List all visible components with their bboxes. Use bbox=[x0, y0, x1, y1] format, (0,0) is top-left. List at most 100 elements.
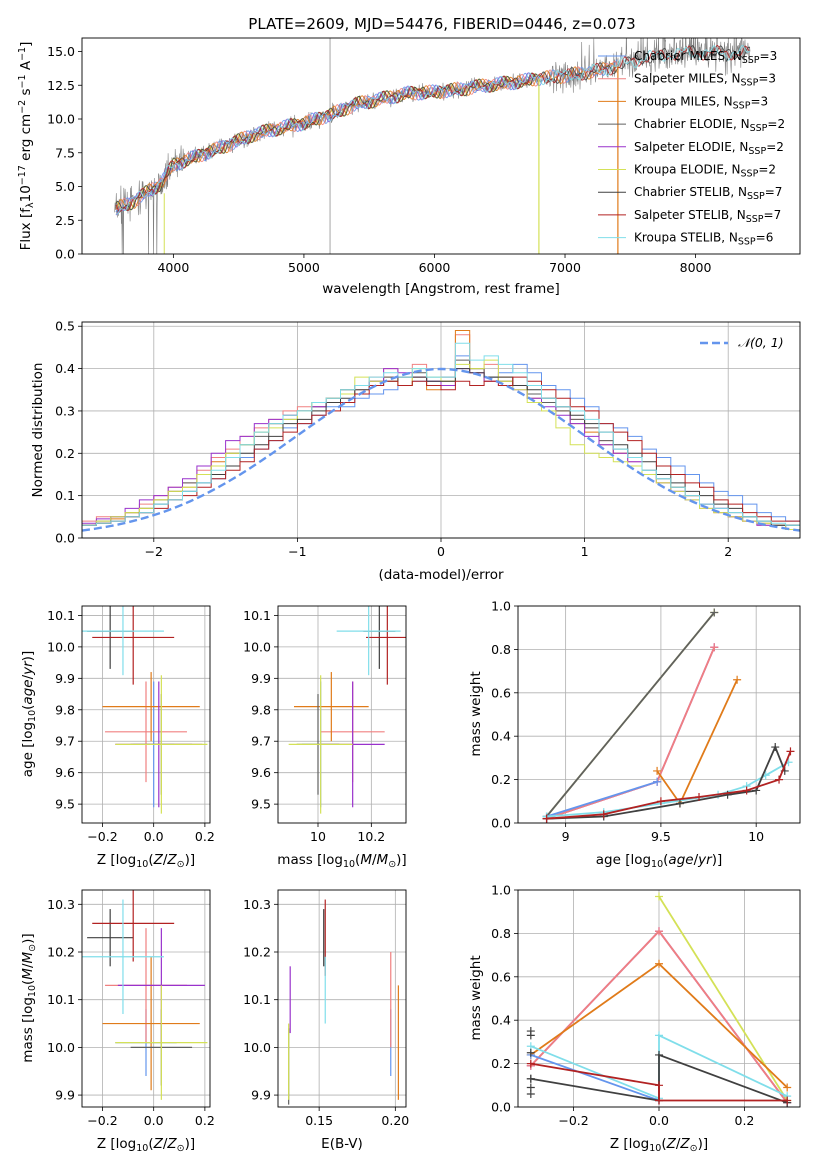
y-tick-label: 9.9 bbox=[55, 671, 75, 686]
spectrum-model-line bbox=[115, 44, 751, 215]
weight-marker bbox=[710, 643, 719, 652]
weight-marker bbox=[526, 1031, 535, 1040]
y-tick-label: 9.8 bbox=[55, 702, 75, 717]
y-tick-label: 9.9 bbox=[251, 671, 271, 686]
y-tick-label: 0.4 bbox=[55, 361, 75, 376]
figure-title: PLATE=2609, MJD=54476, FIBERID=0446, z=0… bbox=[248, 15, 635, 33]
y-tick-label: 0.2 bbox=[55, 446, 75, 461]
residuals-axes: −2 −1 0 1 2 0.0 0.1 0.2 0.3 0.4 0.5 bbox=[55, 319, 800, 559]
x-tick-label: 0.15 bbox=[305, 1113, 333, 1128]
x-tick-label: 10 bbox=[748, 829, 764, 844]
y-tick-label: 0.0 bbox=[55, 531, 75, 546]
y-tick-label: 10.3 bbox=[47, 897, 75, 912]
residuals-x-label: (data-model)/error bbox=[378, 567, 504, 583]
age-vs-Z-axes: −0.2 0.0 0.2 9.5 9.6 9.7 9.8 9.9 10.0 10.1 bbox=[47, 606, 215, 844]
x-tick-label: −0.2 bbox=[87, 829, 117, 844]
spectrum-x-label: wavelength [Angstrom, rest frame] bbox=[322, 281, 560, 297]
y-tick-label: 0.4 bbox=[491, 1013, 511, 1028]
weight-marker bbox=[656, 797, 665, 806]
y-tick-label: 9.6 bbox=[251, 765, 271, 780]
spectrum-model-line bbox=[115, 73, 539, 211]
weight-marker bbox=[695, 792, 704, 801]
y-tick-label: 0.5 bbox=[55, 319, 75, 334]
x-tick-label: −2 bbox=[145, 544, 163, 559]
weight-marker bbox=[655, 892, 663, 901]
age-vs-mass-x-label: mass [log10(M/M⊙)] bbox=[277, 852, 406, 870]
residuals-y-label: Normed distribution bbox=[30, 363, 46, 498]
y-tick-label: 10.2 bbox=[47, 945, 75, 960]
weight-marker bbox=[775, 775, 784, 784]
weight-series-line bbox=[546, 780, 658, 818]
legend-entry: 𝒩(0, 1) bbox=[738, 335, 784, 350]
legend-entry: Chabrier STELIB, NSSP=7 bbox=[634, 185, 782, 202]
plot-area bbox=[288, 899, 399, 1105]
y-tick-label: 10.0 bbox=[243, 1040, 271, 1055]
weight-marker bbox=[655, 1081, 663, 1090]
y-tick-label: 10.0 bbox=[47, 112, 75, 127]
x-tick-label: 0.2 bbox=[735, 1113, 755, 1128]
y-tick-label: 0.6 bbox=[491, 969, 511, 984]
x-tick-label: 9 bbox=[562, 829, 570, 844]
y-tick-label: 9.9 bbox=[55, 1088, 75, 1103]
mass-vs-Z-y-label: mass [log10(M/M⊙)] bbox=[20, 933, 38, 1062]
mass-weight-vs-age-x-label: age [log10(age/yr)] bbox=[596, 852, 722, 870]
legend-entry: Salpeter MILES, NSSP=3 bbox=[634, 72, 776, 89]
y-tick-label: 10.1 bbox=[243, 608, 271, 623]
axes-frame bbox=[81, 321, 801, 539]
legend-entry: Kroupa ELODIE, NSSP=2 bbox=[634, 163, 776, 180]
weight-marker bbox=[675, 799, 684, 808]
weight-series-line bbox=[530, 1054, 660, 1102]
y-tick-label: 10.0 bbox=[243, 639, 271, 654]
weight-marker bbox=[599, 810, 608, 819]
mass-weight-vs-Z-axes: −0.2 0.0 0.2 0.0 0.2 0.4 0.6 0.8 1.0 bbox=[491, 883, 800, 1128]
y-tick-label: 10.0 bbox=[47, 639, 75, 654]
spectrum-legend: Chabrier MILES, NSSP=3 Salpeter MILES, NS… bbox=[598, 49, 785, 248]
x-tick-label: −0.2 bbox=[558, 1113, 588, 1128]
weight-series-line bbox=[545, 611, 715, 818]
mass-weight-vs-age-axes: 9 9.5 10 0.0 0.2 0.4 0.6 0.8 1.0 bbox=[491, 599, 800, 844]
y-tick-label: 15.0 bbox=[47, 44, 75, 59]
mass-vs-Z-axes: −0.2 0.0 0.2 9.9 10.0 10.1 10.2 10.3 bbox=[47, 890, 215, 1128]
weight-series-line bbox=[656, 679, 738, 806]
axes-frame bbox=[81, 605, 211, 824]
x-tick-label: 0.0 bbox=[144, 1113, 164, 1128]
x-tick-label: 10.2 bbox=[357, 829, 385, 844]
weight-marker bbox=[526, 1059, 535, 1068]
spectrum-y-label: Flux [fλ10−17 erg cm−2 s−1 A−1] bbox=[17, 42, 36, 251]
spectrum-model-line bbox=[115, 60, 618, 211]
y-tick-label: 7.5 bbox=[55, 145, 75, 160]
y-tick-label: 1.0 bbox=[491, 599, 511, 614]
y-tick-label: 0.1 bbox=[55, 488, 75, 503]
legend-entry: Kroupa STELIB, NSSP=6 bbox=[634, 231, 773, 248]
x-tick-label: 7000 bbox=[549, 260, 581, 275]
mass-weight-vs-Z-x-label: Z [log10(Z/Z⊙)] bbox=[610, 1136, 708, 1154]
weight-marker bbox=[783, 1083, 792, 1092]
weight-series-line bbox=[530, 1053, 788, 1104]
legend-entry: Kroupa MILES, NSSP=3 bbox=[634, 94, 768, 111]
y-tick-label: 0.0 bbox=[491, 1100, 511, 1115]
y-tick-label: 0.2 bbox=[491, 772, 511, 787]
y-tick-label: 9.7 bbox=[251, 734, 271, 749]
weight-marker bbox=[526, 1089, 535, 1098]
y-tick-label: 9.6 bbox=[55, 765, 75, 780]
mass-vs-EBV-axes: 0.15 0.20 9.9 10.0 10.1 10.2 10.3 bbox=[243, 890, 409, 1128]
y-tick-label: 0.8 bbox=[491, 926, 511, 941]
y-tick-label: 10.0 bbox=[47, 1040, 75, 1055]
mass-weight-vs-Z-y-label: mass weight bbox=[468, 955, 484, 1040]
spectrum-model-line bbox=[115, 62, 618, 209]
weight-marker bbox=[733, 675, 742, 684]
plot-area bbox=[82, 330, 800, 538]
weight-marker bbox=[655, 1031, 663, 1040]
weight-series-line bbox=[530, 1062, 788, 1102]
x-tick-label: 0.0 bbox=[649, 1113, 669, 1128]
weight-marker bbox=[526, 1048, 535, 1057]
weight-marker bbox=[655, 927, 663, 936]
weight-marker bbox=[653, 777, 662, 786]
y-tick-label: 0.3 bbox=[55, 403, 75, 418]
weight-marker bbox=[786, 747, 795, 756]
y-tick-label: 10.1 bbox=[47, 992, 75, 1007]
weight-marker bbox=[742, 786, 751, 795]
x-tick-label: 8000 bbox=[680, 260, 712, 275]
mass-weight-vs-age-y-label: mass weight bbox=[468, 671, 484, 756]
